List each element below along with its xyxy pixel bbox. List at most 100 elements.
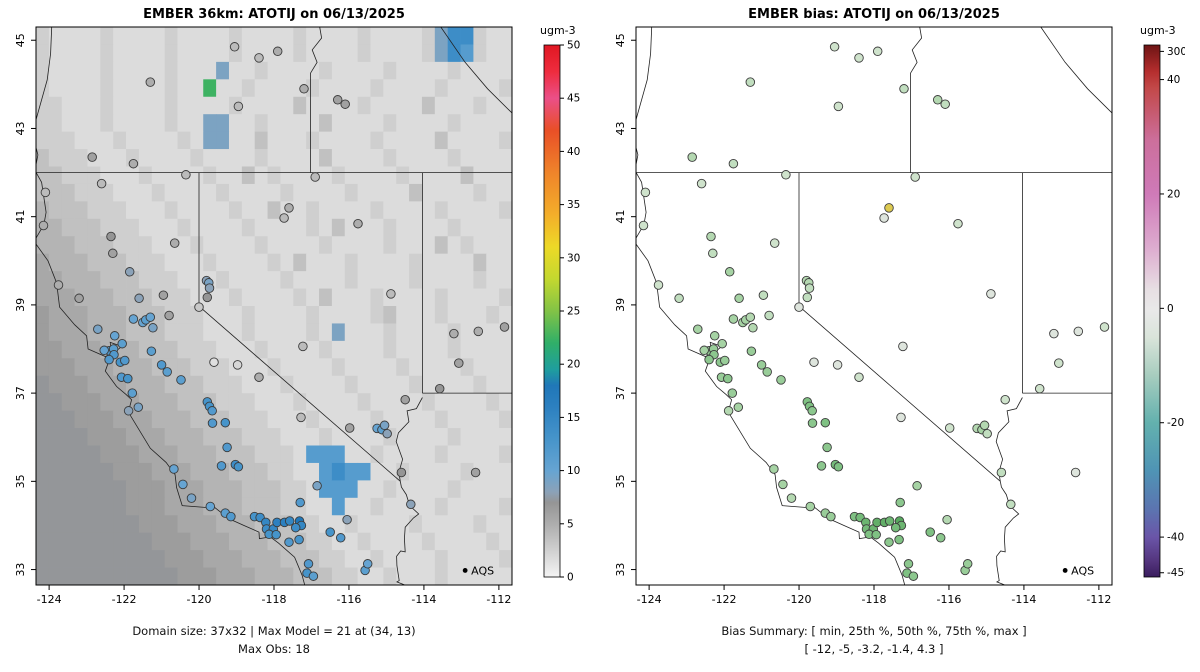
station-point	[134, 293, 144, 304]
colorbar-tick-label: -40	[1167, 532, 1184, 544]
station-point	[106, 231, 116, 242]
station-point	[53, 280, 64, 290]
station-point	[820, 417, 831, 428]
station-point	[325, 527, 335, 537]
station-point	[117, 338, 127, 349]
station-point	[279, 213, 289, 223]
station-point	[216, 461, 227, 471]
station-point	[996, 467, 1007, 478]
outline-ca_nv	[798, 172, 1001, 482]
station-point	[162, 367, 172, 377]
station-point	[342, 514, 352, 525]
colorbar-tick-label: -20	[1167, 417, 1184, 429]
station-point	[745, 312, 756, 322]
outline-or_id	[310, 27, 323, 173]
y-tick-label: 35	[614, 474, 627, 488]
station-point	[728, 314, 739, 324]
station-point	[296, 412, 306, 423]
y-tick-label: 37	[14, 386, 27, 400]
station-point	[332, 95, 343, 105]
station-point	[38, 220, 49, 231]
station-point	[108, 248, 118, 259]
outline-coast	[636, 27, 906, 585]
station-point	[104, 354, 114, 365]
station-point	[499, 322, 510, 332]
station-point	[1054, 358, 1064, 368]
station-point	[786, 493, 797, 503]
station-point	[169, 238, 180, 248]
station-point	[832, 360, 843, 370]
outline-colorado_river_s	[395, 481, 420, 585]
station-point	[222, 442, 232, 453]
station-point	[826, 511, 836, 522]
station-point	[128, 158, 139, 169]
plot-border	[635, 26, 1113, 586]
station-point	[294, 534, 304, 545]
station-point	[232, 360, 243, 370]
station-point	[829, 42, 840, 52]
colorbar-unit-label: ugm-3	[1140, 24, 1176, 37]
colorbar	[1143, 44, 1161, 578]
y-tick-label: 37	[614, 386, 627, 400]
station-point	[962, 559, 973, 569]
state-outlines	[636, 27, 1112, 585]
station-point	[884, 516, 895, 526]
station-point	[271, 529, 281, 540]
model-caption-line2: Max Obs: 18	[238, 641, 310, 656]
station-point	[96, 178, 107, 189]
station-point	[746, 346, 757, 356]
station-point	[696, 178, 707, 189]
model-caption-line1: Domain size: 37x32 | Max Model = 21 at (…	[132, 624, 416, 638]
y-tick-label: 39	[614, 298, 627, 312]
x-tick-label: -116	[336, 593, 361, 606]
station-point	[872, 46, 883, 57]
y-tick-label: 43	[614, 121, 627, 135]
colorbar-tick-label: 20	[1167, 188, 1180, 200]
station-point	[1006, 499, 1016, 510]
station-point	[925, 527, 935, 537]
station-point	[723, 373, 733, 384]
station-point	[884, 537, 894, 547]
station-point	[986, 289, 996, 299]
bias-map-plot: -124 -122 -120 -118 -116 -114 -112 33 35 37 39 41 43…	[614, 24, 1185, 606]
station-point	[699, 345, 709, 356]
station-point	[899, 84, 909, 94]
station-point	[178, 479, 188, 490]
colorbar	[543, 44, 561, 578]
station-point	[406, 499, 416, 510]
station-point	[809, 357, 819, 367]
station-point	[871, 529, 881, 540]
station-point	[932, 95, 943, 105]
aqs-legend-label: AQS	[1071, 564, 1094, 577]
station-point	[186, 493, 197, 503]
map-layers	[36, 27, 512, 585]
outline-id_mt	[440, 27, 512, 114]
station-point	[109, 331, 120, 341]
station-point	[908, 571, 919, 581]
station-point	[953, 218, 963, 229]
station-point	[202, 292, 213, 303]
station-point	[1000, 394, 1010, 405]
station-point	[709, 331, 720, 341]
station-point	[233, 462, 244, 472]
station-point	[896, 412, 906, 423]
station-point	[158, 290, 169, 300]
x-tick-label: -112	[486, 593, 511, 606]
x-tick-label: -116	[936, 593, 961, 606]
station-point	[99, 345, 109, 356]
colorbar-tick-label: 5	[567, 518, 574, 530]
station-point	[156, 360, 167, 370]
colorbar-unit-label: ugm-3	[540, 24, 576, 37]
colorbar-tick-label: 30	[567, 252, 580, 264]
x-tick-label: -122	[712, 593, 737, 606]
colorbar-tick-label: -450	[1167, 567, 1185, 579]
station-point	[145, 77, 156, 87]
colorbar-tick-label: 40	[1167, 74, 1180, 86]
station-point	[708, 248, 718, 259]
station-point	[728, 158, 739, 169]
station-point	[470, 467, 481, 478]
station-point	[769, 238, 780, 248]
y-tick-label: 43	[14, 121, 27, 135]
station-point	[93, 324, 103, 334]
station-point	[807, 406, 817, 416]
